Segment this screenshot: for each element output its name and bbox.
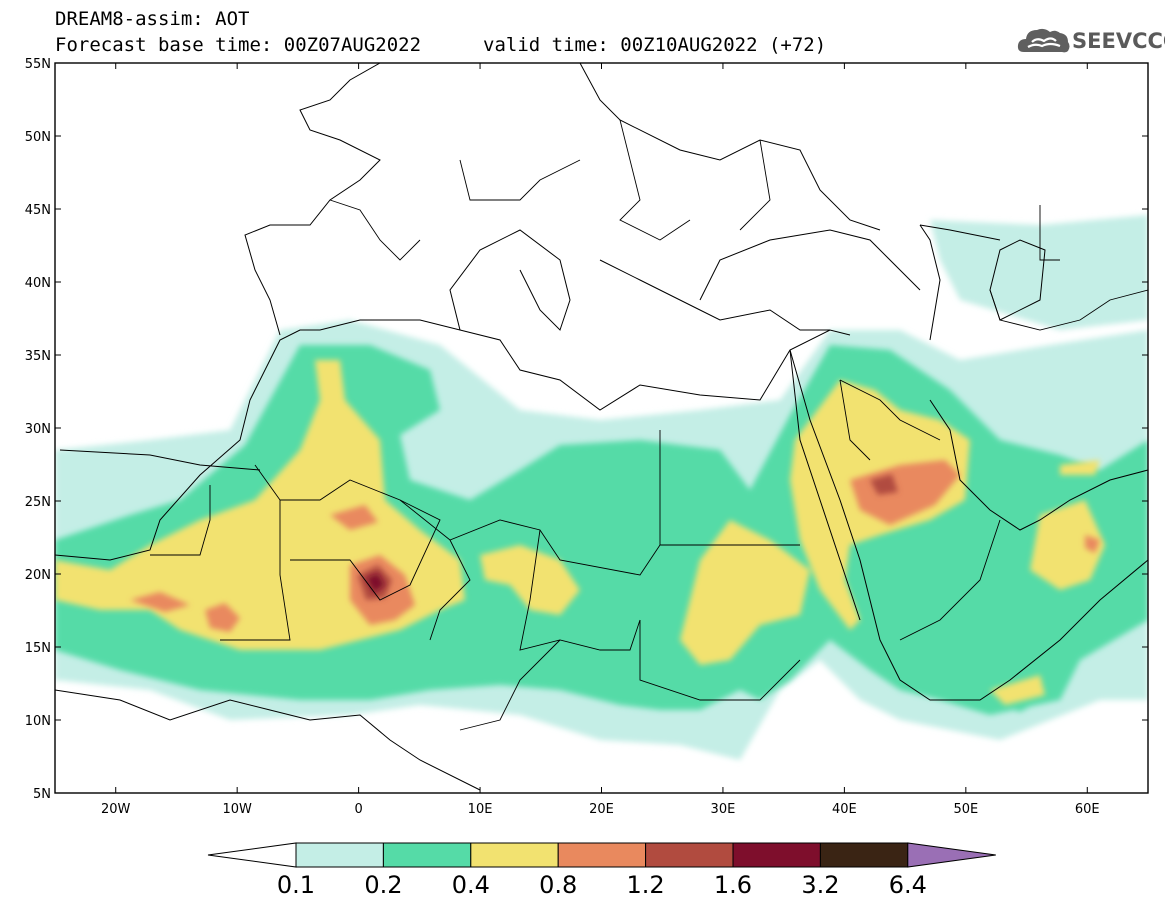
colorbar-swatch bbox=[470, 842, 559, 868]
seevccc-logo: SEEVCCC bbox=[1016, 24, 1165, 60]
colorbar-under-arrow bbox=[207, 842, 297, 868]
colorbar: 0.1 0.2 0.4 0.8 1.2 1.6 3.2 6.4 bbox=[207, 842, 996, 899]
colorbar-label: 1.6 bbox=[714, 871, 752, 899]
lat-label: 25N bbox=[25, 495, 51, 510]
lat-label: 50N bbox=[25, 130, 51, 145]
lat-label: 5N bbox=[33, 787, 51, 802]
colorbar-label: 0.8 bbox=[539, 871, 577, 899]
colorbar-label: 1.2 bbox=[627, 871, 665, 899]
lon-label: 60E bbox=[1075, 802, 1100, 817]
lon-label: 10E bbox=[468, 802, 493, 817]
cloud-icon bbox=[1017, 28, 1070, 53]
latitude-axis: 55N 50N 45N 40N 35N 30N 25N 20N 15N 10N 5N bbox=[25, 57, 1148, 802]
colorbar-label: 0.1 bbox=[277, 871, 315, 899]
aot-field bbox=[55, 215, 1148, 760]
longitude-axis: 20W 10W 0 10E 20E 30E 40E 50E 60E bbox=[101, 63, 1100, 817]
lon-label: 10W bbox=[222, 802, 252, 817]
lat-label: 45N bbox=[25, 203, 51, 218]
lon-label: 20E bbox=[589, 802, 614, 817]
colorbar-swatch bbox=[645, 842, 734, 868]
colorbar-swatch bbox=[557, 842, 647, 868]
lon-label: 50E bbox=[953, 802, 978, 817]
aot-contour-1-6 bbox=[366, 573, 385, 593]
valid-time: valid time: 00Z10AUG2022 (+72) bbox=[483, 34, 827, 56]
lat-label: 35N bbox=[25, 349, 51, 364]
lat-label: 20N bbox=[25, 568, 51, 583]
colorbar-label: 0.4 bbox=[452, 871, 490, 899]
colorbar-swatch bbox=[382, 842, 472, 868]
forecast-base-time: Forecast base time: 00Z07AUG2022 bbox=[55, 34, 422, 56]
lat-label: 55N bbox=[25, 57, 51, 72]
lat-label: 40N bbox=[25, 276, 51, 291]
colorbar-swatch bbox=[819, 842, 909, 868]
colorbar-label: 0.2 bbox=[364, 871, 402, 899]
colorbar-over-arrow bbox=[907, 842, 996, 868]
colorbar-label: 3.2 bbox=[801, 871, 839, 899]
lon-label: 40E bbox=[832, 802, 857, 817]
coastlines bbox=[55, 63, 1148, 791]
colorbar-label: 6.4 bbox=[889, 871, 927, 899]
lon-label: 0 bbox=[354, 802, 362, 817]
colorbar-swatch bbox=[732, 842, 821, 868]
logo-text: SEEVCCC bbox=[1072, 29, 1165, 53]
lat-label: 30N bbox=[25, 422, 51, 437]
lon-label: 30E bbox=[711, 802, 736, 817]
map-title: DREAM8-assim: AOT bbox=[55, 8, 250, 30]
lat-label: 15N bbox=[25, 641, 51, 656]
lat-label: 10N bbox=[25, 714, 51, 729]
lon-label: 20W bbox=[101, 802, 131, 817]
country-borders bbox=[150, 119, 1148, 731]
colorbar-swatch bbox=[295, 842, 384, 868]
